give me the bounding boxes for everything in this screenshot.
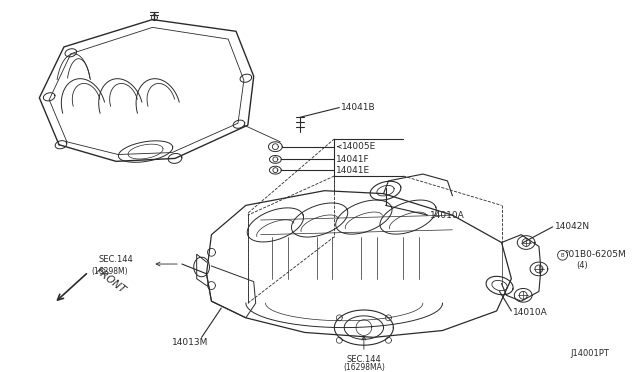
Text: °01B0-6205M: °01B0-6205M bbox=[564, 250, 627, 259]
Text: (16298M): (16298M) bbox=[92, 267, 128, 276]
Text: 14041B: 14041B bbox=[341, 103, 376, 112]
Text: (4): (4) bbox=[576, 262, 588, 270]
Text: 14041F: 14041F bbox=[337, 155, 370, 164]
Text: FRONT: FRONT bbox=[93, 266, 127, 296]
Text: SEC.144: SEC.144 bbox=[346, 355, 381, 364]
Text: SEC.144: SEC.144 bbox=[99, 255, 133, 264]
Text: B: B bbox=[561, 253, 564, 258]
Text: 14013M: 14013M bbox=[172, 338, 209, 347]
Text: 14042N: 14042N bbox=[555, 222, 590, 231]
Text: 14010A: 14010A bbox=[430, 211, 465, 219]
Text: 14005E: 14005E bbox=[342, 142, 376, 151]
Text: 14041E: 14041E bbox=[337, 166, 371, 174]
Text: 14010A: 14010A bbox=[513, 308, 548, 317]
Text: (16298MA): (16298MA) bbox=[343, 363, 385, 372]
Text: J14001PT: J14001PT bbox=[571, 349, 609, 359]
